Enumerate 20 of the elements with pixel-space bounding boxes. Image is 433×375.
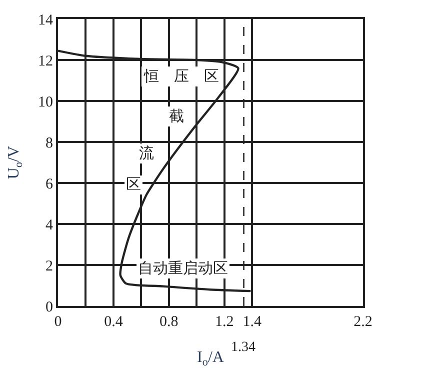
y-tick-label: 12 — [38, 53, 53, 70]
y-tick-label: 8 — [46, 135, 53, 152]
y-tick-label: 4 — [46, 217, 54, 234]
annotation: 恒 压 区 — [143, 68, 219, 85]
x-tick-label: 1.2 — [214, 314, 234, 330]
x-tick-label: 0.8 — [160, 314, 178, 330]
x-tick-label: 0.4 — [104, 314, 124, 330]
annotation: 截 — [169, 108, 184, 125]
x-axis-title: I$_{o}$/A — [197, 349, 224, 369]
y-tick-label: 10 — [38, 94, 53, 110]
annotation: 区 — [126, 177, 141, 193]
x-tick-label: 1.4 — [242, 314, 262, 330]
y-tick-label: 2 — [46, 258, 53, 274]
y-tick-label: 14 — [38, 12, 54, 28]
annotation: 自动重启动区 — [138, 260, 228, 277]
x-tick-label: 2.2 — [354, 314, 372, 330]
y-tick-label: 0 — [46, 299, 53, 316]
annotation: 流 — [139, 145, 154, 162]
ref-line-label: 1.34 — [231, 340, 256, 355]
y-tick-label: 6 — [46, 176, 54, 192]
